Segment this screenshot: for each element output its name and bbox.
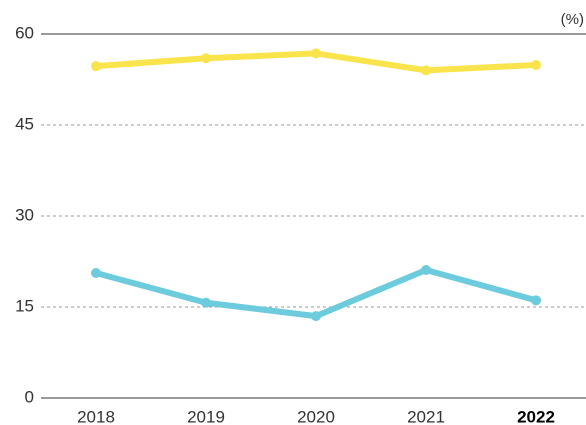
point <box>421 65 431 76</box>
y-tick-label: 15 <box>15 296 34 315</box>
point <box>531 295 541 306</box>
x-tick-label: 2018 <box>77 407 115 425</box>
point <box>531 59 541 70</box>
point <box>91 61 101 72</box>
x-tick-label: 2022 <box>517 407 555 425</box>
y-tick-label: 0 <box>25 387 34 406</box>
x-tick-label: 2020 <box>297 407 335 425</box>
point <box>201 297 211 308</box>
x-tick-label: 2021 <box>407 407 445 425</box>
point <box>91 268 101 279</box>
y-tick-label: 45 <box>15 114 34 133</box>
point <box>311 48 321 59</box>
y-tick-label: 60 <box>15 23 34 42</box>
point <box>311 311 321 322</box>
point <box>201 53 211 64</box>
x-tick-label: 2019 <box>187 407 225 425</box>
point <box>421 264 431 275</box>
y-tick-label: 30 <box>15 205 34 224</box>
unit-label: (%) <box>561 11 584 28</box>
series-line <box>95 266 537 320</box>
